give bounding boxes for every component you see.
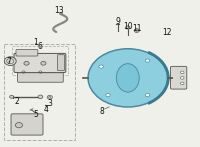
Circle shape: [15, 123, 23, 128]
Text: 4: 4: [44, 105, 49, 114]
Text: 8: 8: [100, 107, 104, 116]
Circle shape: [88, 49, 168, 107]
FancyBboxPatch shape: [14, 53, 66, 72]
FancyBboxPatch shape: [57, 55, 65, 70]
Text: 5: 5: [33, 111, 38, 120]
Text: 13: 13: [54, 6, 64, 15]
FancyBboxPatch shape: [171, 66, 187, 89]
Text: 3: 3: [47, 99, 52, 108]
Ellipse shape: [116, 64, 139, 92]
Text: 1: 1: [33, 38, 38, 47]
Circle shape: [145, 93, 150, 97]
Circle shape: [180, 77, 184, 79]
Text: 6: 6: [38, 42, 43, 51]
FancyBboxPatch shape: [16, 50, 38, 56]
Circle shape: [10, 95, 14, 98]
Bar: [4, 44, 75, 141]
Circle shape: [145, 59, 150, 62]
Bar: [12, 46, 68, 75]
Circle shape: [38, 95, 43, 98]
Circle shape: [106, 93, 110, 97]
Circle shape: [4, 57, 16, 66]
Text: 9: 9: [115, 17, 120, 26]
Text: 10: 10: [123, 22, 133, 31]
Circle shape: [99, 65, 103, 68]
Circle shape: [126, 26, 130, 29]
Text: 2: 2: [15, 97, 20, 106]
Text: 12: 12: [162, 27, 171, 36]
Text: 11: 11: [132, 24, 141, 33]
FancyBboxPatch shape: [18, 73, 63, 82]
Circle shape: [180, 71, 184, 74]
Circle shape: [41, 61, 46, 65]
Circle shape: [180, 82, 184, 85]
Text: 7: 7: [6, 57, 11, 66]
FancyBboxPatch shape: [11, 114, 43, 135]
Circle shape: [24, 61, 29, 65]
